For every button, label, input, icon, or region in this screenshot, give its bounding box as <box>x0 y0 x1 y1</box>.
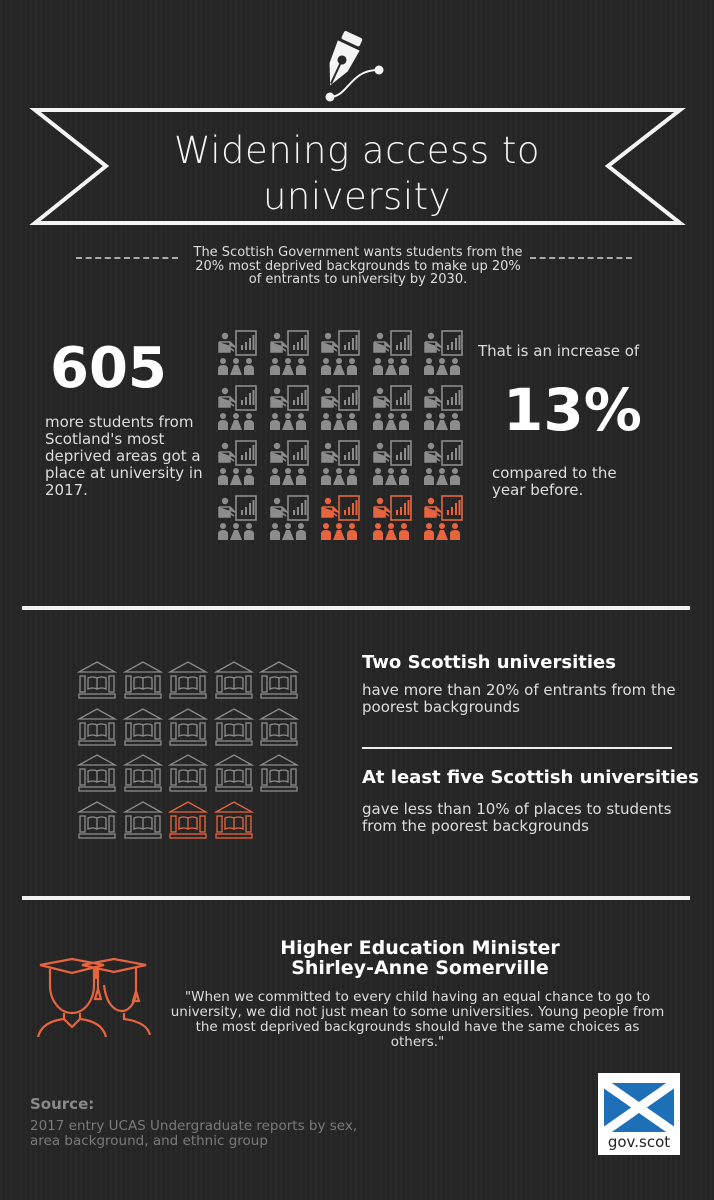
presenter-audience-icon <box>218 440 270 495</box>
university-building-icon <box>77 660 123 707</box>
university-building-icon <box>213 660 260 707</box>
university-building-icon <box>259 707 305 754</box>
presenter-audience-icon <box>424 330 476 385</box>
presenter-audience-icon-highlighted <box>424 495 476 550</box>
quote-heading-line-2: Shirley-Anne Somerville <box>291 957 549 979</box>
presenter-audience-icon <box>321 330 373 385</box>
source-text: 2017 entry UCAS Undergraduate reports by… <box>30 1118 358 1149</box>
title-line-1: Widening access to <box>173 129 541 172</box>
section-divider <box>22 896 690 900</box>
university-building-icon <box>213 753 260 800</box>
page-title: Widening access to university <box>0 128 714 220</box>
gov-scot-logo: gov.scot <box>598 1073 680 1155</box>
presenter-audience-icon <box>218 330 270 385</box>
saltire-flag-icon <box>604 1083 674 1132</box>
presenter-audience-icon <box>218 495 270 550</box>
university-icon-grid <box>77 660 305 846</box>
presenter-audience-icon <box>269 495 322 550</box>
university-building-icon <box>259 753 305 800</box>
increase-intro: That is an increase of <box>478 342 640 360</box>
presenter-audience-icon <box>269 440 322 495</box>
university-building-icon <box>122 707 169 754</box>
university-building-icon <box>122 800 169 847</box>
presenter-audience-icon <box>424 440 476 495</box>
dashed-divider-right <box>530 257 632 259</box>
university-building-icon <box>77 800 123 847</box>
stat-divider <box>362 747 672 749</box>
presenter-audience-icon <box>269 385 322 440</box>
section-divider <box>22 606 690 610</box>
presenter-audience-icon-highlighted <box>321 495 373 550</box>
stat2-text: gave less than 10% of places to students… <box>362 800 672 835</box>
quote-heading: Higher Education Minister Shirley-Anne S… <box>170 938 670 978</box>
increase-value: 13% <box>503 376 642 444</box>
university-building-icon <box>77 707 123 754</box>
quote-heading-line-1: Higher Education Minister <box>280 937 560 959</box>
presenter-icon-grid <box>218 330 476 550</box>
presenter-audience-icon <box>321 385 373 440</box>
stat1-text: have more than 20% of entrants from the … <box>362 681 676 716</box>
presenter-audience-icon <box>269 330 322 385</box>
gov-scot-text: gov.scot <box>607 1133 671 1151</box>
dashed-divider-left <box>76 257 178 259</box>
presenter-audience-icon <box>218 385 270 440</box>
source-label: Source: <box>30 1095 95 1113</box>
presenter-audience-icon-highlighted <box>372 495 425 550</box>
university-building-icon <box>259 660 305 707</box>
graduates-icon <box>36 957 152 1037</box>
university-building-icon <box>168 753 214 800</box>
presenter-audience-icon <box>321 440 373 495</box>
university-building-icon-highlighted <box>168 800 214 847</box>
university-building-icon <box>168 707 214 754</box>
pen-nib-icon <box>325 31 384 102</box>
university-building-icon <box>213 707 260 754</box>
increase-outro: compared to the year before. <box>492 464 617 499</box>
university-building-icon <box>168 660 214 707</box>
presenter-audience-icon <box>424 385 476 440</box>
university-building-icon <box>122 753 169 800</box>
presenter-audience-icon <box>372 385 425 440</box>
presenter-audience-icon <box>372 440 425 495</box>
subtitle: The Scottish Government wants students f… <box>193 245 523 287</box>
university-building-icon-highlighted <box>213 800 260 847</box>
stat2-heading: At least five Scottish universities <box>362 767 699 788</box>
presenter-audience-icon <box>372 330 425 385</box>
minister-quote: "When we committed to every child having… <box>170 989 665 1050</box>
students-number: 605 <box>50 336 167 401</box>
title-banner <box>29 108 686 225</box>
students-description: more students from Scotland's most depri… <box>45 413 203 499</box>
university-building-icon <box>122 660 169 707</box>
title-line-2: university <box>262 175 451 218</box>
stat1-heading: Two Scottish universities <box>362 652 616 673</box>
university-building-icon <box>77 753 123 800</box>
